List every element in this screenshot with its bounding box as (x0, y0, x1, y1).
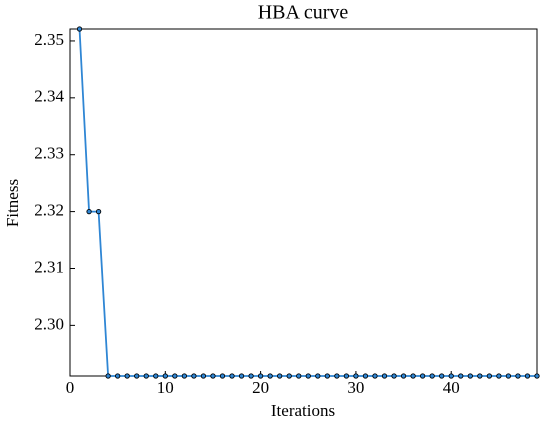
point-marker (496, 373, 502, 379)
x-tick-label: 30 (347, 378, 364, 397)
point-marker (267, 373, 273, 379)
y-tick-label: 2.34 (34, 87, 64, 106)
point-marker (200, 373, 207, 379)
point-marker (419, 373, 426, 379)
point-marker (76, 26, 83, 32)
point-marker (143, 373, 149, 379)
y-tick-label: 2.35 (34, 30, 64, 49)
point-marker (115, 373, 121, 379)
y-tick-label: 2.31 (34, 257, 64, 276)
point-marker (315, 373, 321, 379)
chart-title: HBA curve (258, 2, 349, 24)
y-tick-label: 2.33 (34, 144, 64, 163)
point-marker (400, 373, 407, 379)
x-tick-label: 0 (66, 378, 75, 397)
point-marker (534, 373, 540, 379)
point-marker (210, 373, 216, 379)
point-marker (162, 373, 168, 379)
y-tick-label: 2.32 (34, 201, 64, 220)
point-marker (353, 373, 359, 379)
point-marker (105, 373, 111, 379)
point-marker (505, 373, 512, 379)
point-marker (343, 373, 350, 379)
point-marker (219, 373, 226, 379)
point-marker (372, 373, 378, 379)
point-marker (86, 208, 92, 215)
x-tick-label: 10 (157, 378, 174, 397)
point-marker (286, 373, 292, 379)
y-axis-label: Fitness (3, 179, 22, 227)
point-marker (305, 373, 311, 379)
point-marker (467, 373, 473, 379)
point-marker (153, 373, 159, 379)
point-marker (448, 373, 454, 379)
point-marker (95, 208, 102, 215)
point-marker (277, 373, 283, 379)
point-marker (458, 373, 464, 379)
point-marker (296, 373, 302, 379)
point-marker (191, 373, 197, 379)
point-marker (181, 373, 188, 379)
point-marker (515, 373, 521, 379)
x-axis-label: Iterations (271, 401, 335, 420)
series-line (78, 28, 537, 377)
point-marker (524, 373, 531, 379)
point-marker (410, 373, 416, 379)
plot-frame (69, 28, 538, 377)
point-marker (134, 373, 140, 379)
point-marker (248, 373, 254, 379)
point-marker (439, 373, 445, 379)
point-marker (172, 373, 178, 379)
point-marker (477, 373, 483, 379)
point-marker (362, 373, 369, 379)
point-marker (391, 373, 397, 379)
x-tick-label: 20 (252, 378, 269, 397)
point-marker (334, 373, 340, 379)
point-marker (486, 373, 492, 379)
point-marker (381, 373, 388, 379)
point-marker (229, 373, 235, 379)
point-marker (124, 373, 130, 379)
point-marker (238, 373, 245, 379)
point-marker (429, 373, 435, 379)
point-marker (257, 373, 264, 379)
x-tick-label: 40 (443, 378, 460, 397)
point-marker (324, 373, 330, 379)
y-tick-label: 2.30 (34, 314, 64, 333)
